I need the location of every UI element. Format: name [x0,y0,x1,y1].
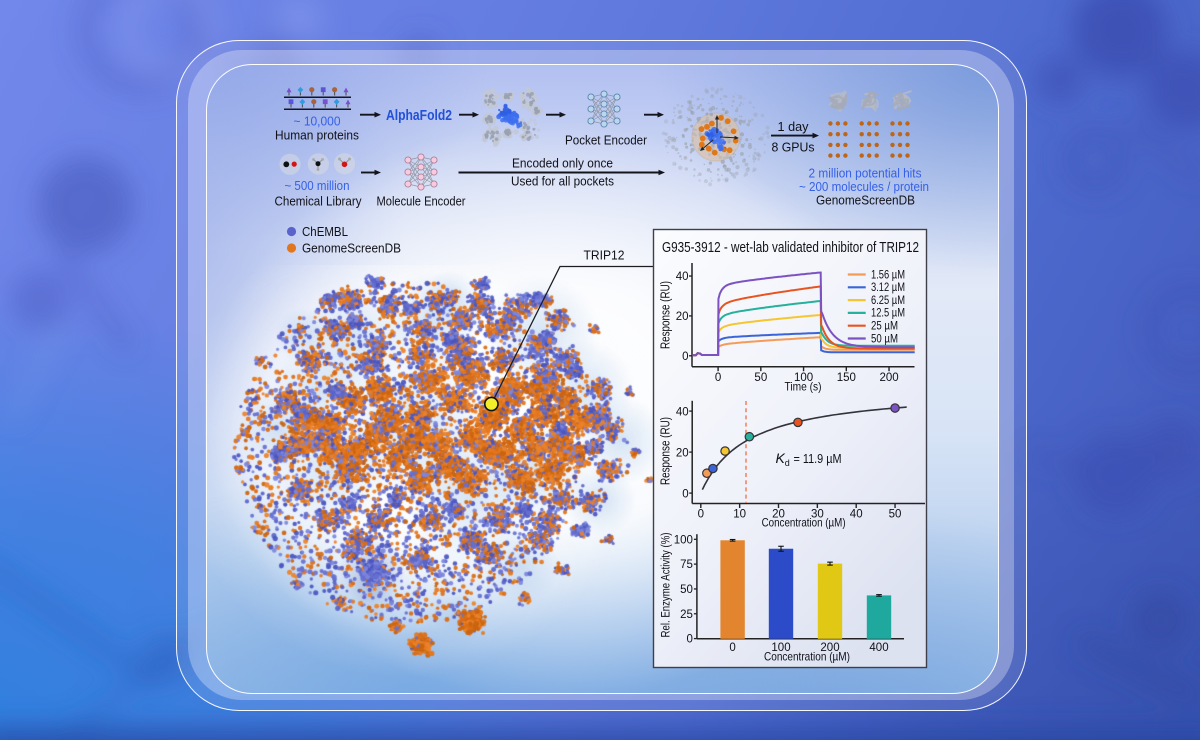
svg-text:12.5 µM: 12.5 µM [871,308,905,320]
svg-text:Encoded only once: Encoded only once [512,156,613,170]
svg-text:GenomeScreenDB: GenomeScreenDB [302,241,401,256]
svg-text:d: d [785,458,790,468]
svg-text:100: 100 [674,534,693,546]
svg-text:~ 500 million: ~ 500 million [285,178,350,193]
svg-text:50: 50 [754,372,767,384]
svg-text:Molecule Encoder: Molecule Encoder [377,195,466,209]
svg-text:ChEMBL: ChEMBL [302,224,348,239]
svg-text:40: 40 [850,509,863,521]
svg-text:K: K [776,450,786,466]
svg-text:0: 0 [686,634,692,646]
svg-text:100: 100 [771,642,790,654]
svg-text:100: 100 [794,372,813,384]
svg-text:400: 400 [869,642,888,654]
svg-text:Response (RU): Response (RU) [659,281,673,349]
svg-text:20: 20 [676,311,689,323]
svg-text:Chemical Library: Chemical Library [275,195,363,209]
svg-text:25: 25 [680,609,693,621]
svg-text:1 day: 1 day [778,120,810,134]
svg-text:0: 0 [729,642,735,654]
svg-text:0: 0 [698,509,704,521]
svg-text:Human proteins: Human proteins [275,129,359,143]
svg-text:Concentration (µM): Concentration (µM) [762,516,846,530]
svg-text:20: 20 [676,447,689,459]
svg-text:8 GPUs: 8 GPUs [772,141,815,155]
svg-text:Concentration (µM): Concentration (µM) [764,650,850,664]
svg-text:Time (s): Time (s) [785,380,822,394]
svg-text:6.25 µM: 6.25 µM [871,295,905,307]
svg-text:= 11.9 µM: = 11.9 µM [794,451,842,466]
svg-text:~ 200 molecules / protein: ~ 200 molecules / protein [799,180,929,194]
svg-text:0: 0 [682,488,688,500]
svg-text:~ 10,000: ~ 10,000 [294,114,341,129]
svg-text:0: 0 [682,351,688,363]
svg-text:Rel. Enzyme Activity (%): Rel. Enzyme Activity (%) [661,532,673,637]
svg-text:20: 20 [772,509,785,521]
svg-text:Pocket Encoder: Pocket Encoder [565,134,647,148]
svg-text:1.56 µM: 1.56 µM [871,269,905,281]
svg-text:30: 30 [811,509,824,521]
svg-text:GenomeScreenDB: GenomeScreenDB [816,194,915,208]
svg-text:40: 40 [676,271,689,283]
svg-text:200: 200 [879,372,898,384]
svg-text:50: 50 [889,509,902,521]
svg-text:10: 10 [733,509,746,521]
svg-text:Used for all pockets: Used for all pockets [511,174,614,188]
svg-text:Response (RU): Response (RU) [659,417,673,485]
svg-text:25 µM: 25 µM [871,321,898,333]
svg-text:G935-3912 - wet-lab validated: G935-3912 - wet-lab validated inhibitor … [662,240,919,256]
svg-text:TRIP12: TRIP12 [584,248,625,263]
svg-text:200: 200 [820,642,839,654]
svg-text:AlphaFold2: AlphaFold2 [386,108,452,124]
svg-text:150: 150 [837,372,856,384]
svg-text:50: 50 [680,584,693,596]
svg-text:0: 0 [715,372,721,384]
svg-text:2 million potential hits: 2 million potential hits [809,167,922,181]
svg-text:40: 40 [676,406,689,418]
svg-text:50 µM: 50 µM [871,333,898,345]
svg-text:75: 75 [680,559,693,571]
svg-text:3.12 µM: 3.12 µM [871,282,905,294]
